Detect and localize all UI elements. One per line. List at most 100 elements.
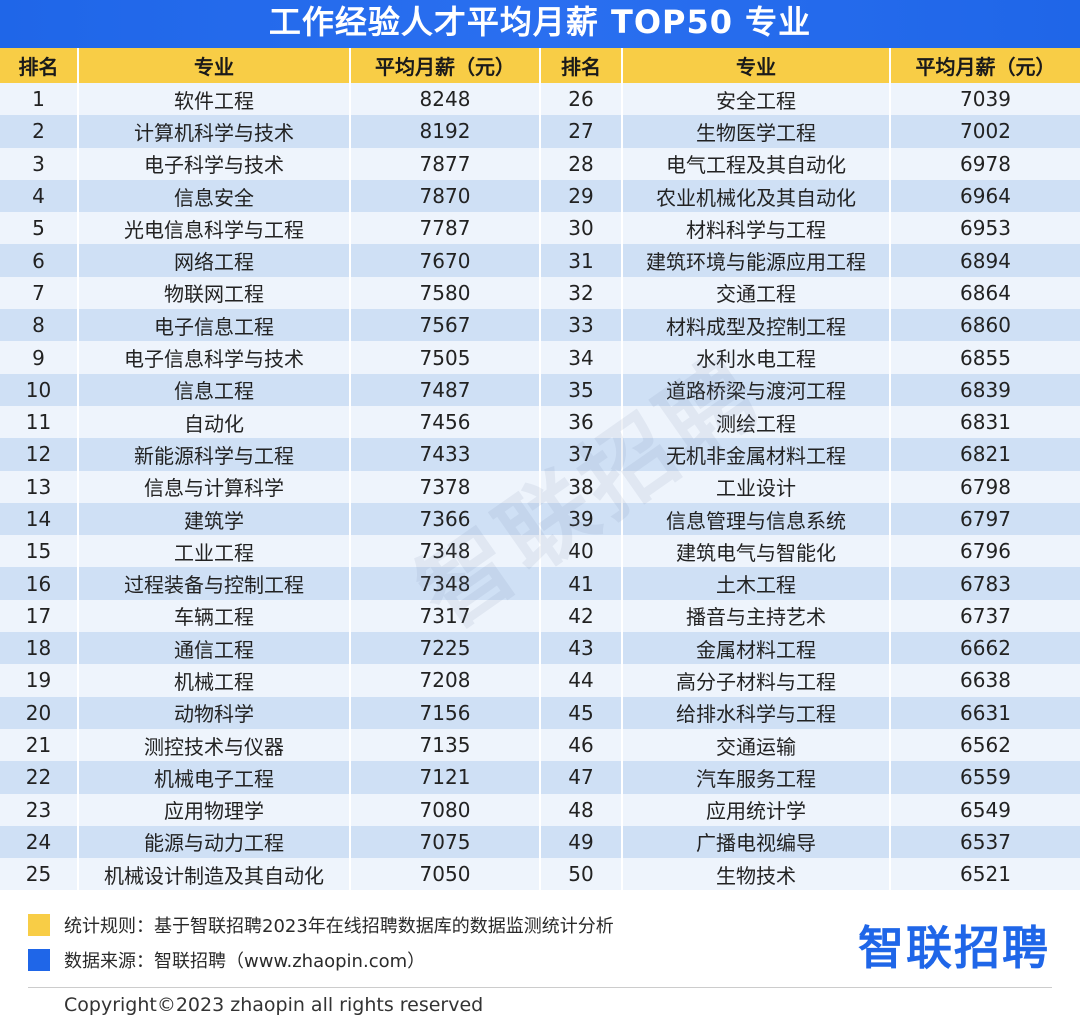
table-row: 6 网络工程 7670 31 建筑环境与能源应用工程 6894	[0, 244, 1080, 277]
cell-rank-right: 41	[540, 567, 623, 600]
cell-rank-left: 4	[0, 179, 79, 213]
cell-major-right: 无机非金属材料工程	[622, 438, 891, 471]
cell-rank-left: 5	[0, 212, 79, 245]
cell-major-right: 材料成型及控制工程	[622, 309, 891, 342]
cell-salary-right: 7002	[890, 115, 1080, 148]
cell-rank-right: 28	[540, 147, 623, 180]
cell-major-right: 材料科学与工程	[622, 212, 891, 245]
cell-rank-left: 16	[0, 567, 79, 600]
cell-salary-right: 6894	[890, 244, 1080, 277]
cell-rank-right: 50	[540, 858, 623, 891]
table-row: 3 电子科学与技术 7877 28 电气工程及其自动化 6978	[0, 147, 1080, 180]
cell-salary-right: 6821	[890, 438, 1080, 471]
cell-rank-right: 32	[540, 276, 623, 310]
yellow-square-icon	[28, 914, 50, 936]
cell-rank-left: 19	[0, 664, 79, 697]
cell-major-right: 金属材料工程	[622, 632, 891, 665]
cell-salary-left: 7208	[350, 664, 541, 697]
cell-major-left: 电子信息工程	[78, 309, 351, 342]
cell-rank-right: 34	[540, 341, 623, 374]
cell-salary-right: 6855	[890, 341, 1080, 374]
table-row: 25 机械设计制造及其自动化 7050 50 生物技术 6521	[0, 858, 1080, 891]
cell-major-left: 计算机科学与技术	[78, 115, 351, 148]
cell-rank-right: 29	[540, 179, 623, 213]
copyright: Copyright©2023 zhaopin all rights reserv…	[64, 994, 484, 1016]
cell-salary-right: 6638	[890, 664, 1080, 697]
cell-major-left: 光电信息科学与工程	[78, 212, 351, 245]
cell-major-left: 测控技术与仪器	[78, 728, 351, 762]
cell-rank-left: 15	[0, 535, 79, 568]
cell-major-left: 软件工程	[78, 83, 351, 116]
cell-major-left: 车辆工程	[78, 599, 351, 633]
cell-rank-right: 43	[540, 632, 623, 665]
cell-salary-left: 7456	[350, 405, 541, 439]
table-body: 1 软件工程 8248 26 安全工程 7039 2 计算机科学与技术 8192 27 生物医学工程…	[0, 83, 1080, 891]
rule-legend: 统计规则：基于智联招聘2023年在线招聘数据库的数据监测统计分析	[28, 912, 614, 938]
cell-salary-left: 7877	[350, 147, 541, 180]
table-row: 19 机械工程 7208 44 高分子材料与工程 6638	[0, 664, 1080, 697]
cell-salary-right: 6737	[890, 599, 1080, 633]
table-row: 11 自动化 7456 36 测绘工程 6831	[0, 405, 1080, 439]
salary-table: 排名 专业 平均月薪（元） 排名 专业 平均月薪（元） 1 软件工程 8248 26 安…	[0, 48, 1080, 891]
cell-salary-left: 7075	[350, 825, 541, 859]
cell-major-left: 能源与动力工程	[78, 825, 351, 859]
cell-rank-left: 3	[0, 147, 79, 180]
cell-major-right: 高分子材料与工程	[622, 664, 891, 697]
cell-major-right: 应用统计学	[622, 793, 891, 826]
cell-salary-left: 7378	[350, 470, 541, 503]
cell-rank-left: 9	[0, 341, 79, 374]
cell-rank-right: 33	[540, 309, 623, 342]
cell-major-right: 工业设计	[622, 470, 891, 503]
cell-salary-left: 7121	[350, 761, 541, 794]
footer: 统计规则：基于智联招聘2023年在线招聘数据库的数据监测统计分析 数据来源：智联…	[0, 890, 1080, 1031]
cell-major-left: 电子科学与技术	[78, 147, 351, 180]
cell-salary-left: 7505	[350, 341, 541, 374]
table-row: 23 应用物理学 7080 48 应用统计学 6549	[0, 793, 1080, 826]
cell-salary-right: 6631	[890, 696, 1080, 729]
cell-rank-left: 12	[0, 438, 79, 471]
table-row: 4 信息安全 7870 29 农业机械化及其自动化 6964	[0, 179, 1080, 213]
source-legend: 数据来源：智联招聘（www.zhaopin.com）	[28, 947, 425, 973]
cell-salary-left: 7225	[350, 632, 541, 665]
table-row: 22 机械电子工程 7121 47 汽车服务工程 6559	[0, 761, 1080, 794]
table-row: 20 动物科学 7156 45 给排水科学与工程 6631	[0, 696, 1080, 729]
cell-salary-left: 7348	[350, 567, 541, 600]
cell-major-left: 物联网工程	[78, 276, 351, 310]
cell-major-right: 交通工程	[622, 276, 891, 310]
cell-major-left: 信息与计算科学	[78, 470, 351, 503]
table-row: 13 信息与计算科学 7378 38 工业设计 6798	[0, 470, 1080, 503]
cell-major-right: 水利水电工程	[622, 341, 891, 374]
cell-rank-left: 23	[0, 793, 79, 826]
cell-salary-right: 6796	[890, 535, 1080, 568]
cell-rank-left: 8	[0, 309, 79, 342]
cell-major-right: 播音与主持艺术	[622, 599, 891, 633]
cell-major-right: 生物技术	[622, 858, 891, 891]
cell-rank-right: 35	[540, 373, 623, 406]
header-salary-left: 平均月薪（元）	[350, 48, 541, 83]
cell-salary-right: 6797	[890, 502, 1080, 536]
table-row: 15 工业工程 7348 40 建筑电气与智能化 6796	[0, 535, 1080, 568]
table-row: 8 电子信息工程 7567 33 材料成型及控制工程 6860	[0, 309, 1080, 342]
cell-major-left: 工业工程	[78, 535, 351, 568]
cell-salary-left: 8192	[350, 115, 541, 148]
rule-text: 统计规则：基于智联招聘2023年在线招聘数据库的数据监测统计分析	[64, 916, 614, 937]
cell-rank-right: 39	[540, 502, 623, 536]
cell-rank-right: 45	[540, 696, 623, 729]
cell-rank-left: 2	[0, 115, 79, 148]
cell-salary-right: 6562	[890, 728, 1080, 762]
cell-major-left: 动物科学	[78, 696, 351, 729]
blue-square-icon	[28, 949, 50, 971]
cell-major-left: 应用物理学	[78, 793, 351, 826]
cell-major-left: 网络工程	[78, 244, 351, 277]
cell-salary-right: 6964	[890, 179, 1080, 213]
cell-salary-left: 7670	[350, 244, 541, 277]
table-row: 21 测控技术与仪器 7135 46 交通运输 6562	[0, 728, 1080, 762]
table-row: 17 车辆工程 7317 42 播音与主持艺术 6737	[0, 599, 1080, 633]
cell-salary-right: 6559	[890, 761, 1080, 794]
cell-salary-right: 6839	[890, 373, 1080, 406]
cell-salary-left: 7433	[350, 438, 541, 471]
cell-salary-left: 7787	[350, 212, 541, 245]
cell-rank-left: 14	[0, 502, 79, 536]
cell-rank-left: 20	[0, 696, 79, 729]
page-title: 工作经验人才平均月薪 TOP50 专业	[0, 0, 1080, 48]
